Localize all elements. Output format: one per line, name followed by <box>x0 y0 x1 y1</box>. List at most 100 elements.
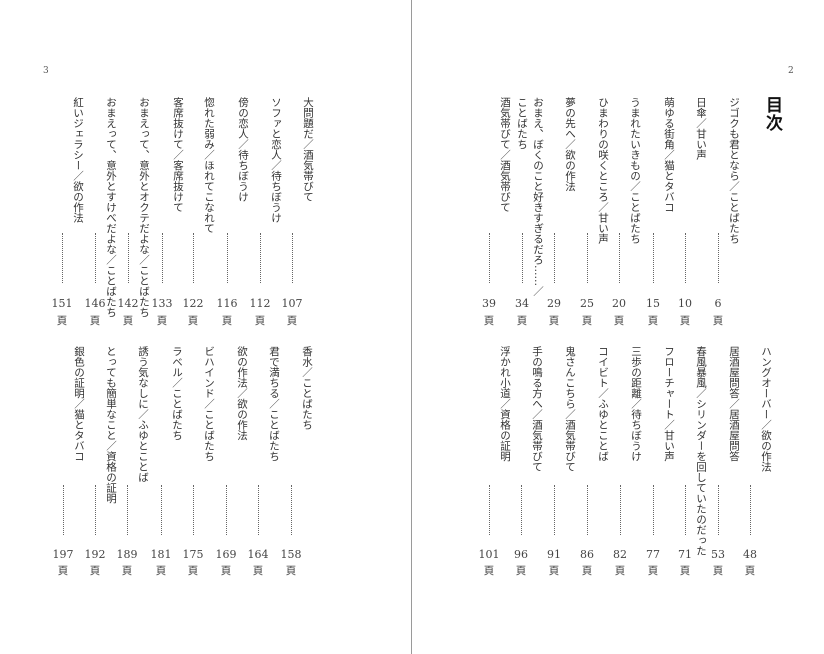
entry-title[interactable]: 誘う気なしに／ふゆとことば <box>137 346 149 483</box>
entry-title[interactable]: 三歩の距離／待ちぼうけ <box>630 346 642 462</box>
page-unit-label: 頁 <box>286 315 298 327</box>
page-unit-label: 頁 <box>156 315 168 327</box>
entry-page-number: 181 <box>150 548 172 561</box>
dot-leader <box>128 233 129 283</box>
dot-leader <box>554 485 555 535</box>
page-unit-label: 頁 <box>89 565 101 577</box>
dot-leader <box>521 485 522 535</box>
dot-leader <box>554 233 555 283</box>
entry-page-number: 6 <box>714 297 722 310</box>
entry-title[interactable]: 夢の先へ／欲の作法 <box>564 97 576 192</box>
entry-title[interactable]: 紅いジェラシー／欲の作法 <box>72 97 84 223</box>
entry-title[interactable]: おまえって、意外とオクテだよな／ことばたち <box>138 97 150 318</box>
entry-title[interactable]: フローチャート／甘い声 <box>663 346 675 462</box>
dot-leader <box>95 485 96 535</box>
entry-page-number: 189 <box>116 548 138 561</box>
entry-page-number: 15 <box>646 297 660 310</box>
entry-title[interactable]: 鬼さんこちら／酒気帯びて <box>564 346 576 472</box>
entry-page-number: 146 <box>84 297 106 310</box>
entry-page-number: 34 <box>515 297 529 310</box>
entry-title[interactable]: ハングオーバー／欲の作法 <box>760 346 772 472</box>
page-unit-label: 頁 <box>679 565 691 577</box>
entry-page-number: 116 <box>216 297 238 310</box>
entry-page-number: 169 <box>215 548 237 561</box>
entry-page-number: 175 <box>182 548 204 561</box>
entry-title[interactable]: 惚れた弱み／ほれてこなれて <box>203 97 215 234</box>
page-unit-label: 頁 <box>712 315 724 327</box>
left-page: 3 大問題だ／酒気帯びて 107 頁 ソファと恋人／待ちぼうけ 112 頁 傍の恋人／待ちぼ… <box>43 66 314 577</box>
dot-leader <box>653 233 654 283</box>
page-unit-label: 頁 <box>548 315 560 327</box>
entry-title[interactable]: 大問題だ／酒気帯びて <box>302 97 314 202</box>
page-unit-label: 頁 <box>221 315 233 327</box>
entry-title[interactable]: ジゴクも君となら／ことばたち <box>728 97 740 244</box>
entry-title[interactable]: 客席抜けて／客席抜けて <box>172 97 184 213</box>
page-unit-label: 頁 <box>647 565 659 577</box>
entry-page-number: 48 <box>743 548 757 561</box>
entry-title[interactable]: ビハインド／ことばたち <box>203 346 215 462</box>
dot-leader <box>685 485 686 535</box>
entry-title[interactable]: 居酒屋問答／居酒屋問答 <box>728 346 740 462</box>
page-unit-label: 頁 <box>515 565 527 577</box>
page-unit-label: 頁 <box>121 565 133 577</box>
dot-leader <box>260 233 261 283</box>
page-unit-label: 頁 <box>56 315 68 327</box>
entry-title[interactable]: 日傘／甘い声 <box>695 97 707 160</box>
page-unit-label: 頁 <box>483 565 495 577</box>
page-number-left: 3 <box>43 66 49 76</box>
dot-leader <box>620 485 621 535</box>
entry-page-number: 25 <box>580 297 594 310</box>
entry-title[interactable]: 萌ゆる街角／猫とタバコ <box>663 97 675 213</box>
page-unit-label: 頁 <box>220 565 232 577</box>
entry-title[interactable]: コイビト／ふゆとことば <box>597 346 609 462</box>
entry-page-number: 71 <box>678 548 692 561</box>
entry-page-number: 192 <box>84 548 106 561</box>
entry-title[interactable]: ひまわりの咲くところ／甘い声 <box>597 97 609 244</box>
entry-page-number: 91 <box>547 548 561 561</box>
entry-title[interactable]: 銀色の証明／猫とタバコ <box>73 346 85 462</box>
page-unit-label: 頁 <box>548 565 560 577</box>
page-unit-label: 頁 <box>483 315 495 327</box>
page-unit-label: 頁 <box>613 315 625 327</box>
page-unit-label: 頁 <box>744 565 756 577</box>
entry-title[interactable]: ラベル／ことばたち <box>171 346 183 441</box>
entry-title[interactable]: とっても簡単なこと／資格の証明 <box>105 346 117 504</box>
entry-title[interactable]: 傍の恋人／待ちぼうけ <box>237 97 249 202</box>
entry-page-number: 20 <box>612 297 626 310</box>
page-unit-label: 頁 <box>187 315 199 327</box>
entry-page-number: 158 <box>280 548 302 561</box>
entry-page-number: 112 <box>249 297 271 310</box>
entry-title[interactable]: ソファと恋人／待ちぼうけ <box>270 97 282 223</box>
dot-leader <box>685 233 686 283</box>
page-unit-label: 頁 <box>647 315 659 327</box>
entry-title[interactable]: 浮かれ小道／資格の証明 <box>499 346 511 462</box>
entry-page-number: 53 <box>711 548 725 561</box>
entry-title[interactable]: おまえって、意外とすけべだよな／ことばたち <box>105 97 117 318</box>
entry-page-number: 82 <box>613 548 627 561</box>
dot-leader <box>292 233 293 283</box>
entry-title[interactable]: おまえ、ぼくのこと好きすぎるだろ……／ ことばたち <box>516 97 544 297</box>
entry-page-number: 151 <box>51 297 73 310</box>
entry-title[interactable]: 欲の作法／欲の作法 <box>236 346 248 441</box>
dot-leader <box>653 485 654 535</box>
entry-page-number: 10 <box>678 297 692 310</box>
page-gutter-divider <box>411 0 412 654</box>
entry-title[interactable]: 酒気帯びて／酒気帯びて <box>499 97 511 213</box>
page-unit-label: 頁 <box>57 565 69 577</box>
entry-title[interactable]: 君で満ちる／ことばたち <box>268 346 280 462</box>
page-unit-label: 頁 <box>254 315 266 327</box>
dot-leader <box>226 485 227 535</box>
entry-title[interactable]: 手の鳴る方へ／酒気帯びて <box>531 346 543 472</box>
dot-leader <box>489 485 490 535</box>
page-unit-label: 頁 <box>712 565 724 577</box>
entry-title[interactable]: うまれたいきもの／ことばたち <box>629 97 641 244</box>
entry-title[interactable]: 春風暴風／シリンダーを回していたのだった <box>695 346 707 556</box>
page-unit-label: 頁 <box>155 565 167 577</box>
entry-page-number: 142 <box>117 297 139 310</box>
toc-heading: 目次 <box>762 96 782 132</box>
dot-leader <box>161 485 162 535</box>
page-unit-label: 頁 <box>614 565 626 577</box>
page-unit-label: 頁 <box>581 315 593 327</box>
entry-title[interactable]: 香水／ことばたち <box>301 346 313 430</box>
page-unit-label: 頁 <box>581 565 593 577</box>
